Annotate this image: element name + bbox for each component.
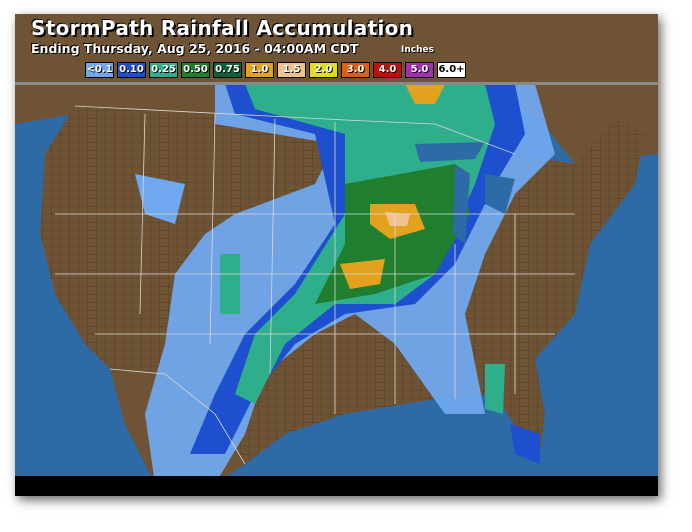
- legend-swatch: 3.0: [341, 62, 370, 78]
- state-borders: [55, 105, 575, 465]
- legend-swatch: 1.0: [245, 62, 274, 78]
- rainfall-map[interactable]: [15, 14, 658, 496]
- map-subtitle: Ending Thursday, Aug 25, 2016 - 04:00AM …: [31, 41, 359, 56]
- legend-swatch: 0.50: [181, 62, 210, 78]
- lake-michigan: [453, 164, 470, 244]
- rainfall-map-frame: StormPath Rainfall Accumulation Ending T…: [15, 14, 658, 496]
- lake-huron: [485, 174, 515, 214]
- legend-swatch: 1.5: [277, 62, 306, 78]
- map-title: StormPath Rainfall Accumulation: [31, 16, 414, 40]
- legend-swatch: 0.25: [149, 62, 178, 78]
- bottom-bar: [15, 476, 658, 496]
- legend-swatch: 4.0: [373, 62, 402, 78]
- legend-swatch: 2.0: [309, 62, 338, 78]
- color-legend: <0.1 0.10 0.25 0.50 0.75 1.0 1.5 2.0 3.0 4.0 5.0 6.…: [85, 62, 466, 78]
- units-label: Inches: [401, 45, 434, 55]
- legend-swatch: <0.1: [85, 62, 114, 78]
- map-header: StormPath Rainfall Accumulation Ending T…: [15, 14, 658, 85]
- legend-swatch: 0.10: [117, 62, 146, 78]
- rainfall-contours: [135, 84, 555, 484]
- lake-superior: [415, 142, 485, 162]
- legend-swatch: 5.0: [405, 62, 434, 78]
- legend-swatch: 6.0+: [437, 62, 466, 78]
- legend-swatch: 0.75: [213, 62, 242, 78]
